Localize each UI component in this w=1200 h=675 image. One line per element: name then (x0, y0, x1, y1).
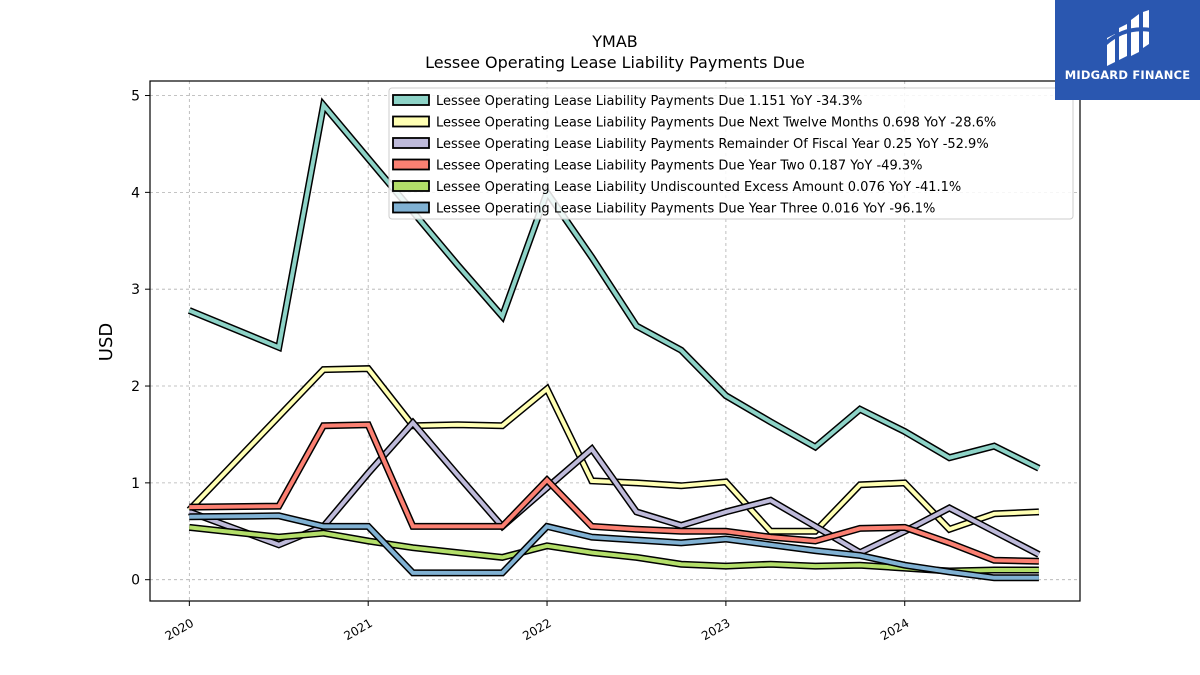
chart-title: YMAB (591, 32, 638, 51)
series-line-1 (188, 100, 1040, 471)
x-tick-label: 2021 (341, 616, 374, 643)
legend-swatch (392, 94, 430, 106)
y-axis-label: USD (96, 323, 117, 361)
legend-swatch (392, 180, 430, 192)
legend-swatch (392, 137, 430, 149)
brand-name: MIDGARD FINANCE (1064, 68, 1191, 82)
legend-swatch (392, 115, 430, 128)
legend: Lessee Operating Lease Liability Payment… (388, 87, 1074, 220)
brand-logo: MIDGARD FINANCE (1055, 0, 1200, 100)
y-tick-label: 2 (131, 379, 140, 395)
legend-box (388, 87, 1074, 220)
y-tick-label: 1 (131, 476, 140, 492)
series-outline-2 (186, 365, 1040, 535)
y-tick-label: 3 (131, 282, 140, 298)
y-tick-label: 4 (131, 185, 140, 201)
series-line-4 (189, 422, 1039, 564)
plot-area-frame (149, 80, 1081, 602)
series-lines (186, 97, 1041, 582)
legend-entry-6: Lessee Operating Lease Liability Payment… (436, 202, 935, 217)
x-tick-label: 2020 (163, 616, 196, 643)
legend-entry-4: Lessee Operating Lease Liability Payment… (436, 159, 922, 174)
series-line-3 (188, 419, 1040, 557)
chart-subtitle: Lessee Operating Lease Liability Payment… (425, 53, 805, 72)
y-tick-label: 0 (131, 573, 140, 589)
legend-entry-5: Lessee Operating Lease Liability Undisco… (436, 180, 961, 195)
x-tick-label: 2023 (699, 616, 732, 643)
series-line-6 (189, 513, 1039, 580)
legend-entry-2: Lessee Operating Lease Liability Payment… (436, 116, 996, 131)
midgard-logo-icon (1103, 10, 1152, 66)
legend-entry-3: Lessee Operating Lease Liability Payment… (436, 137, 989, 152)
x-tick-label: 2022 (520, 616, 553, 643)
x-tick-label: 2024 (878, 616, 911, 643)
legend-entry-1: Lessee Operating Lease Liability Payment… (436, 94, 862, 109)
legend-swatch (392, 201, 430, 214)
series-line-2 (187, 366, 1039, 534)
legend-swatch (392, 158, 430, 171)
y-tick-label: 5 (131, 89, 140, 105)
